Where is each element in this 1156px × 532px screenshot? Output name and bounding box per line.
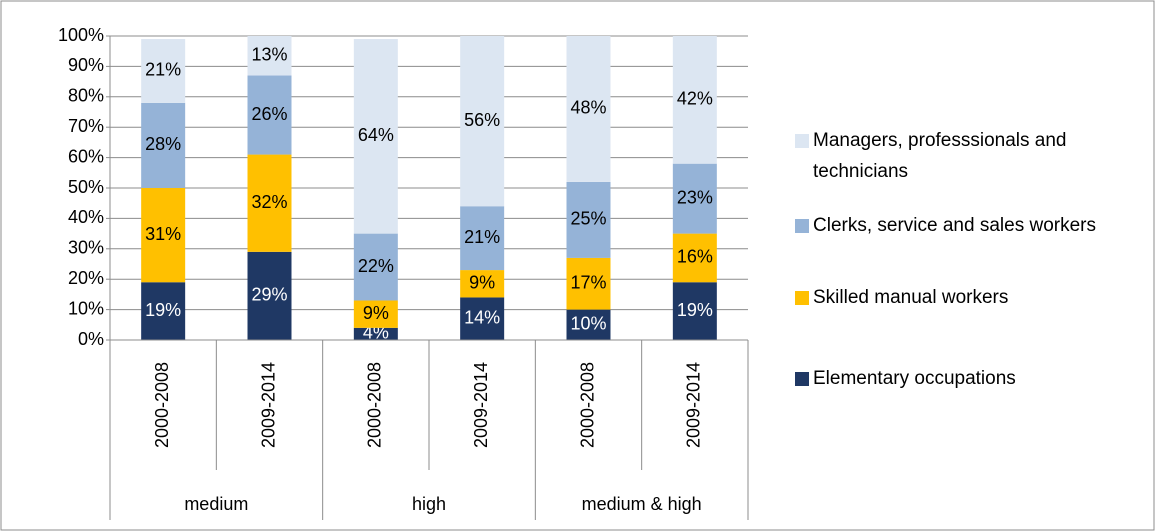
bar-segment	[672, 36, 717, 164]
data-label: 9%	[469, 273, 495, 293]
legend-label: Elementary occupations	[813, 368, 1016, 389]
data-label: 22%	[358, 256, 394, 276]
data-label: 19%	[145, 300, 181, 320]
bar-segment	[141, 282, 186, 340]
x-tick-label: 2009-2014	[471, 362, 491, 448]
x-tick-label: 2000-2008	[365, 362, 385, 448]
bar-segment	[566, 36, 611, 182]
data-label: 19%	[677, 300, 713, 320]
bar-segment	[141, 188, 186, 283]
y-tick-label: 100%	[58, 25, 104, 45]
bar-segment	[353, 327, 398, 340]
bar-segment	[460, 270, 505, 298]
x-tick-label: 2000-2008	[577, 362, 597, 448]
data-label: 28%	[145, 134, 181, 154]
data-label: 21%	[145, 60, 181, 80]
y-tick-label: 80%	[68, 86, 104, 106]
legend-item: Skilled manual workers	[795, 282, 1140, 313]
legend-swatch	[795, 219, 809, 233]
bar-segment	[460, 36, 505, 207]
bar-segment	[672, 282, 717, 340]
y-tick-label: 10%	[68, 298, 104, 318]
legend-swatch	[795, 372, 809, 386]
y-tick-label: 60%	[68, 146, 104, 166]
bar-segment	[141, 102, 186, 188]
legend-label: Clerks, service and sales workers	[813, 215, 1096, 236]
data-label: 16%	[677, 247, 713, 267]
data-label: 13%	[251, 45, 287, 65]
bar-segment	[566, 181, 611, 258]
bar-segment	[141, 39, 186, 103]
legend-label: Managers, professsionals and technicians	[813, 130, 1067, 182]
bar-segment	[353, 233, 398, 301]
data-label: 21%	[464, 227, 500, 247]
data-label: 32%	[251, 192, 287, 212]
x-group-label: high	[412, 494, 446, 514]
x-tick-label: 2009-2014	[258, 362, 278, 448]
legend-swatch	[795, 291, 809, 305]
bar-segment	[247, 75, 292, 155]
data-label: 17%	[570, 273, 606, 293]
bar-segment	[566, 257, 611, 310]
y-tick-label: 40%	[68, 207, 104, 227]
bar-segment	[460, 206, 505, 271]
x-group-label: medium & high	[582, 494, 702, 514]
bar-segment	[460, 297, 505, 340]
data-label: 9%	[363, 303, 389, 323]
y-tick-label: 0%	[78, 329, 104, 349]
y-tick-label: 70%	[68, 116, 104, 136]
bar-segment	[566, 309, 611, 340]
y-tick-label: 20%	[68, 268, 104, 288]
legend-item: Elementary occupations	[795, 363, 1140, 394]
bar-segment	[672, 233, 717, 283]
data-label: 31%	[145, 224, 181, 244]
bar-segment	[247, 251, 292, 340]
bar-segment	[247, 154, 292, 252]
legend-item: Clerks, service and sales workers	[795, 210, 1140, 241]
bar-segment	[353, 39, 398, 234]
data-label: 26%	[251, 104, 287, 124]
x-tick-label: 2009-2014	[684, 362, 704, 448]
data-label: 64%	[358, 125, 394, 145]
x-group-label: medium	[184, 494, 248, 514]
legend-item: Managers, professsionals and technicians	[795, 125, 1140, 187]
bar-segment	[247, 36, 292, 76]
x-tick-label: 2000-2008	[152, 362, 172, 448]
data-label: 23%	[677, 187, 713, 207]
legend-swatch	[795, 134, 809, 148]
bar-segment	[672, 163, 717, 234]
y-tick-label: 30%	[68, 238, 104, 258]
data-label: 56%	[464, 110, 500, 130]
legend-label: Skilled manual workers	[813, 287, 1009, 308]
y-tick-label: 90%	[68, 55, 104, 75]
data-label: 48%	[570, 98, 606, 118]
data-label: 14%	[464, 307, 500, 327]
data-label: 25%	[570, 209, 606, 229]
y-tick-label: 50%	[68, 177, 104, 197]
data-label: 10%	[570, 314, 606, 334]
data-label: 29%	[251, 285, 287, 305]
data-label: 42%	[677, 89, 713, 109]
bar-segment	[353, 300, 398, 328]
